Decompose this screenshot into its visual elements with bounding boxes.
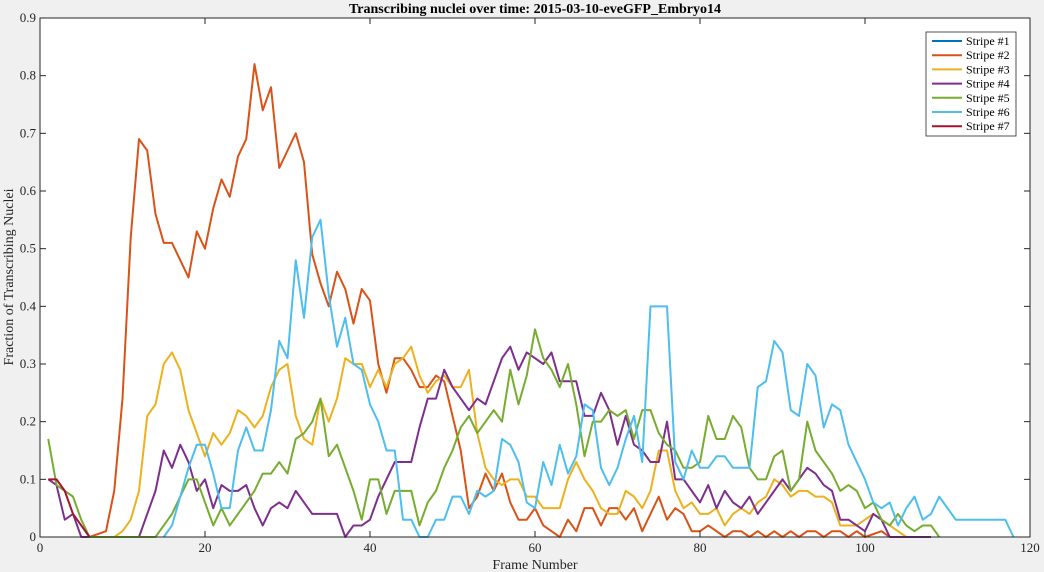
x-tick-label: 120 xyxy=(1020,540,1040,555)
chart-title: Transcribing nuclei over time: 2015-03-1… xyxy=(349,2,721,17)
legend-label-stripe-2: Stripe #2 xyxy=(966,48,1010,62)
series-line-stripe-6 xyxy=(162,218,1015,538)
y-axis-label: Fraction of Transcribing Nuclei xyxy=(2,188,17,365)
y-tick-label: 0.9 xyxy=(20,10,36,25)
y-tick-label: 0.1 xyxy=(20,471,36,486)
series-line-stripe-3 xyxy=(113,345,907,538)
x-axis-label: Frame Number xyxy=(492,558,577,572)
y-tick-label: 0 xyxy=(30,529,37,544)
legend-label-stripe-7: Stripe #7 xyxy=(966,119,1010,133)
series-line-stripe-5 xyxy=(47,328,941,538)
legend-label-stripe-4: Stripe #4 xyxy=(966,77,1010,91)
x-tick-label: 40 xyxy=(364,540,377,555)
y-tick-label: 0.2 xyxy=(20,414,36,429)
legend-label-stripe-3: Stripe #3 xyxy=(966,62,1010,76)
legend-label-stripe-6: Stripe #6 xyxy=(966,105,1010,119)
x-tick-label: 80 xyxy=(694,540,707,555)
x-tick-label: 20 xyxy=(199,540,212,555)
y-tick-label: 0.6 xyxy=(20,183,37,198)
y-tick-label: 0.5 xyxy=(20,241,36,256)
y-tick-label: 0.7 xyxy=(20,125,37,140)
series-line-stripe-2 xyxy=(89,63,891,538)
ticks-layer: 0 20 40 60 80 100 120 0 0.1 0.2 0.3 0.4 0.5 0.6 0.7 0.8… xyxy=(20,10,1040,555)
x-tick-label: 60 xyxy=(529,540,542,555)
legend-label-stripe-5: Stripe #5 xyxy=(966,91,1010,105)
y-tick-label: 0.3 xyxy=(20,356,36,371)
series-line-stripe-4 xyxy=(47,345,931,538)
legend-label-stripe-1: Stripe #1 xyxy=(966,34,1010,48)
y-tick-label: 0.4 xyxy=(20,298,37,313)
series-line-stripe-7 xyxy=(48,478,91,538)
plot-area xyxy=(40,18,1030,537)
y-tick-label: 0.8 xyxy=(20,68,36,83)
series-layer xyxy=(47,63,1015,538)
x-tick-label: 0 xyxy=(37,540,44,555)
x-tick-label: 100 xyxy=(855,540,875,555)
